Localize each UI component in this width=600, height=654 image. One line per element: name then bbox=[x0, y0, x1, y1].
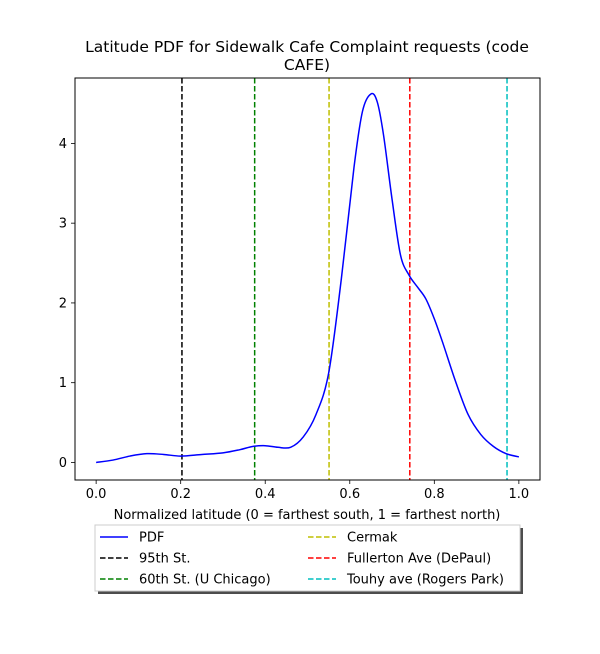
series-group bbox=[96, 92, 520, 464]
x-axis-ticks: 0.0 0.2 0.4 0.6 0.8 1.0 bbox=[86, 480, 529, 502]
x-tick-label-2: 0.4 bbox=[255, 487, 276, 502]
legend-label-5: Touhy ave (Rogers Park) bbox=[346, 573, 504, 588]
series-line-0 bbox=[96, 92, 520, 464]
legend-label-4: Fullerton Ave (DePaul) bbox=[347, 552, 491, 567]
chart-title-line-1: Latitude PDF for Sidewalk Cafe Complaint… bbox=[85, 38, 529, 56]
x-tick-label-3: 0.6 bbox=[339, 487, 360, 502]
chart-title: Latitude PDF for Sidewalk Cafe Complaint… bbox=[85, 38, 529, 74]
legend-label-0: PDF bbox=[139, 531, 164, 546]
y-tick-label-4: 4 bbox=[59, 137, 67, 152]
x-tick-label-1: 0.2 bbox=[170, 487, 191, 502]
chart-title-line-2: CAFE) bbox=[284, 56, 330, 74]
x-axis-label: Normalized latitude (0 = farthest south,… bbox=[114, 508, 501, 523]
y-tick-label-2: 2 bbox=[59, 296, 67, 311]
y-tick-label-1: 1 bbox=[59, 376, 67, 391]
x-tick-label-0: 0.0 bbox=[86, 487, 107, 502]
plot-frame bbox=[74, 77, 541, 481]
legend-label-3: Cermak bbox=[347, 531, 398, 546]
y-axis-ticks: 0 1 2 3 4 bbox=[59, 137, 75, 471]
x-tick-label-5: 1.0 bbox=[509, 487, 530, 502]
y-tick-label-3: 3 bbox=[59, 217, 67, 232]
legend-label-2: 60th St. (U Chicago) bbox=[139, 573, 271, 588]
legend: PDF 95th St. 60th St. (U Chicago) Cermak Ful… bbox=[94, 524, 523, 594]
vline-group bbox=[181, 78, 508, 480]
y-tick-label-0: 0 bbox=[59, 456, 67, 471]
legend-box bbox=[94, 524, 521, 592]
legend-label-1: 95th St. bbox=[139, 552, 191, 567]
x-tick-label-4: 0.8 bbox=[424, 487, 445, 502]
